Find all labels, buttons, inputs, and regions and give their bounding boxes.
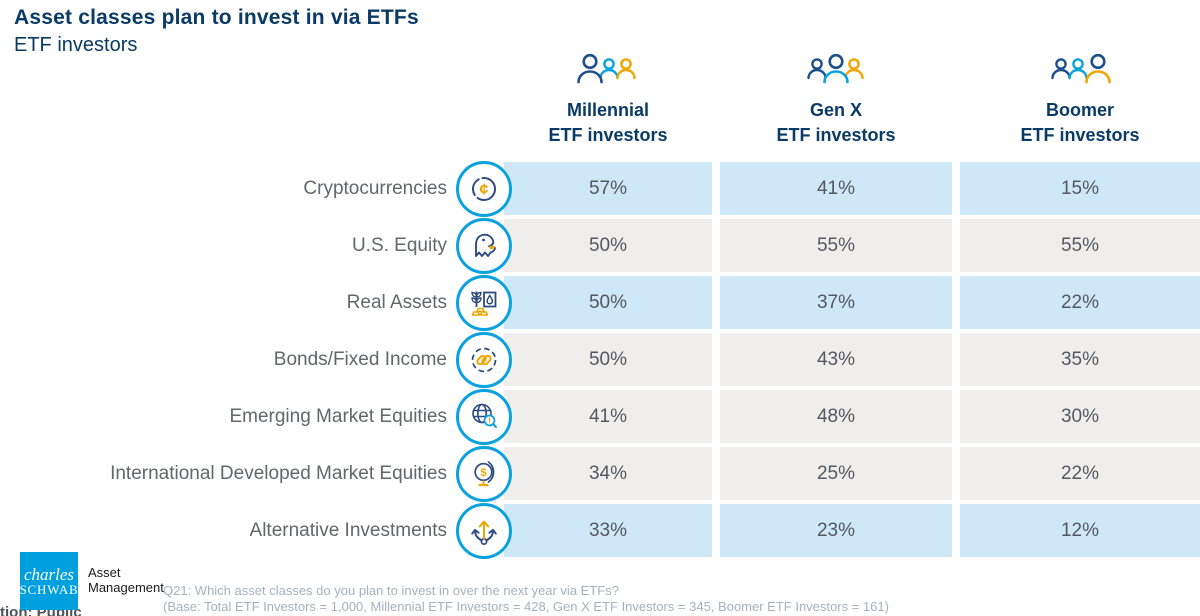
asset-icon-ring [456,331,512,388]
table-cell-millennial: 57% [504,162,712,215]
footnote-question: Q21: Which asset classes do you plan to … [163,583,619,598]
intl-developed-icon [467,457,501,491]
crypto-icon [467,172,501,206]
column-subname: ETF investors [776,125,896,145]
column-name: Millennial [566,100,649,120]
table-cell-boomer: 35% [960,333,1200,386]
column-header-label: Gen X ETF investors [776,98,895,148]
bonds-icon [467,343,501,377]
title-block: Asset classes plan to invest in via ETFs… [14,6,419,57]
table-cell-genx: 25% [720,447,952,500]
column-header-boomer: Boomer ETF investors [960,52,1200,148]
asset-icon-ring [456,388,512,445]
column-header-millennial: Millennial ETF investors [504,52,712,148]
table-cell-millennial: 50% [504,276,712,329]
table-row: Emerging Market Equities 41% 48% 30% [0,388,1200,445]
asset-icon-ring [456,502,512,559]
row-label-cell: Real Assets [0,274,512,331]
table-cell-boomer: 30% [960,390,1200,443]
table-cell-millennial: 50% [504,333,712,386]
row-label-cell: Emerging Market Equities [0,388,512,445]
page-subtitle: ETF investors [14,34,138,56]
table-row: Bonds/Fixed Income 50% 43% 35% [0,331,1200,388]
asset-icon-ring [456,445,512,502]
people-boomer-icon [1047,52,1113,90]
logo-schwab-text: SCHWAB [19,581,79,597]
row-label-cell: International Developed Market Equities [0,445,512,502]
emerging-icon [467,400,501,434]
column-header-label: Boomer ETF investors [1020,98,1139,148]
row-label-cell: U.S. Equity [0,217,512,274]
column-subname: ETF investors [548,125,668,145]
table-cell-boomer: 55% [960,219,1200,272]
real-assets-icon [467,286,501,320]
footnote: Q21: Which asset classes do you plan to … [163,583,889,614]
page-title: Asset classes plan to invest in via ETFs [14,6,419,29]
people-genx-icon [803,52,869,90]
table-cell-genx: 43% [720,333,952,386]
table-cell-genx: 23% [720,504,952,557]
table-cell-genx: 55% [720,219,952,272]
row-label: International Developed Market Equities [110,462,447,484]
column-subname: ETF investors [1020,125,1140,145]
table-row: International Developed Market Equities … [0,445,1200,502]
table-cell-genx: 41% [720,162,952,215]
logo-caption: Asset Management [88,565,164,595]
table-row: Alternative Investments 33% 23% 12% [0,502,1200,559]
table-row: Cryptocurrencies 57% 41% 15% [0,160,1200,217]
logo-caption-line1: Asset [88,565,121,580]
row-label: Real Assets [346,291,447,313]
table-row: U.S. Equity 50% 55% 55% [0,217,1200,274]
row-label-cell: Alternative Investments [0,502,512,559]
table-cell-millennial: 50% [504,219,712,272]
people-millennial-icon [575,52,641,90]
asset-icon-ring [456,160,512,217]
table-cell-boomer: 12% [960,504,1200,557]
row-label: U.S. Equity [351,234,447,256]
us-equity-icon [467,229,501,263]
table-row: Real Assets 50% 37% 22% [0,274,1200,331]
footnote-base: (Base: Total ETF Investors = 1,000, Mill… [163,598,889,614]
column-header-genx: Gen X ETF investors [720,52,952,148]
logo-caption-line2: Management [88,580,164,595]
table-cell-millennial: 41% [504,390,712,443]
row-label-cell: Bonds/Fixed Income [0,331,512,388]
column-name: Boomer [1045,100,1114,120]
asset-icon-ring [456,274,512,331]
table-cell-boomer: 22% [960,276,1200,329]
header-spacer [0,52,512,148]
table-cell-boomer: 22% [960,447,1200,500]
row-label: Emerging Market Equities [229,405,447,427]
column-header-row: Millennial ETF investors Gen X ETF inves… [0,52,1200,148]
asset-icon-ring [456,217,512,274]
row-label: Bonds/Fixed Income [273,348,447,370]
table-cell-millennial: 33% [504,504,712,557]
row-label-cell: Cryptocurrencies [0,160,512,217]
table-cell-boomer: 15% [960,162,1200,215]
alternative-icon [467,514,501,548]
table-cell-millennial: 34% [504,447,712,500]
table-cell-genx: 48% [720,390,952,443]
row-label: Alternative Investments [249,519,447,541]
row-label: Cryptocurrencies [303,177,447,199]
column-header-label: Millennial ETF investors [548,98,667,148]
table-cell-genx: 37% [720,276,952,329]
column-name: Gen X [809,100,862,120]
asset-class-table: Cryptocurrencies 57% 41% 15% U.S. Equity… [0,160,1200,561]
logo-charles-text: charles [23,564,75,584]
charles-schwab-logo: charles SCHWAB [20,552,78,610]
